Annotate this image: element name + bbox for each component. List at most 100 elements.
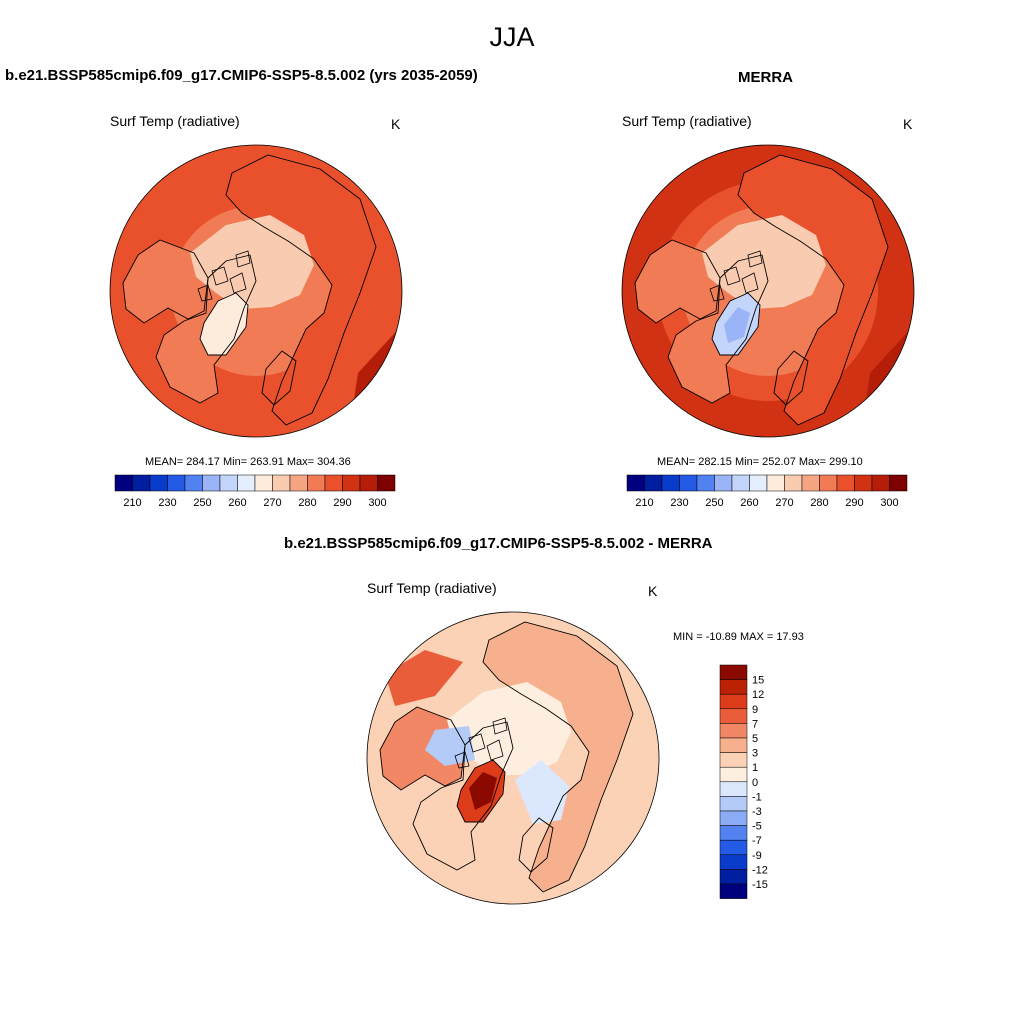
panel3-polar-map: [366, 611, 660, 905]
colorbar-tick-label: 5: [752, 733, 758, 745]
colorbar-swatch: [719, 723, 748, 739]
colorbar-tick-label: 250: [193, 497, 211, 509]
coastline-island: [197, 284, 213, 302]
colorbar-tick-label: -3: [752, 806, 762, 818]
coastline-greenland: [456, 759, 506, 823]
colorbar-swatch: [202, 474, 221, 492]
colorbar-swatch: [719, 679, 748, 695]
panel1-stats: MEAN= 284.17 Min= 263.91 Max= 304.36: [145, 456, 351, 468]
coastline-island: [709, 284, 725, 302]
panel2-title: MERRA: [738, 69, 793, 86]
colorbar-tick-label: 0: [752, 777, 758, 789]
colorbar-tick-label: 15: [752, 675, 764, 687]
colorbar-swatch: [377, 474, 396, 492]
colorbar-swatch: [254, 474, 273, 492]
coastline-scandi: [261, 350, 297, 406]
colorbar-tick-label: 280: [298, 497, 316, 509]
map-boundary: [366, 611, 660, 905]
alaska-field: [380, 707, 465, 790]
colorbar-swatch: [719, 693, 748, 710]
colorbar-swatch: [184, 474, 203, 492]
colorbar-swatch: [719, 796, 748, 812]
colorbar-swatch: [719, 766, 748, 783]
panel3-units-label: K: [648, 583, 658, 599]
coastline-island: [723, 266, 741, 286]
colorbar-swatch: [719, 854, 748, 870]
coastline-eurasia: [737, 154, 889, 426]
warm-anomaly-region: [385, 650, 463, 706]
coastline-greenland: [711, 292, 761, 356]
colorbar-tick-label: 300: [880, 497, 898, 509]
colorbar-swatch: [719, 839, 748, 856]
greenland-field: [200, 293, 248, 355]
coastline-canada: [412, 721, 514, 871]
colorbar-swatch: [719, 737, 748, 753]
coastline-alaska: [122, 239, 209, 324]
colorbar-tick-label: -5: [752, 821, 762, 833]
coastline-eurasia: [482, 621, 634, 893]
panel2-units-label: K: [903, 116, 913, 132]
colorbar-swatch: [784, 474, 803, 492]
colorbar-swatch: [819, 474, 838, 492]
colorbar-tick-label: 9: [752, 704, 758, 716]
colorbar-swatch: [836, 474, 855, 492]
colorbar-swatch: [871, 474, 890, 492]
coastline-island: [747, 250, 763, 268]
coastline-island: [211, 266, 229, 286]
colorbar-swatch: [719, 810, 748, 826]
colorbar-swatch: [167, 474, 186, 492]
panel3-stats: MIN = -10.89 MAX = 17.93: [673, 631, 804, 643]
panel1-variable-label: Surf Temp (radiative): [110, 113, 240, 129]
coastline-island: [468, 733, 486, 753]
colorbar-swatch: [626, 474, 645, 492]
colorbar-tick-label: -12: [752, 864, 768, 876]
colorbar-swatch: [661, 474, 680, 492]
colorbar-swatch: [719, 869, 748, 885]
colorbar-tick-label: 270: [263, 497, 281, 509]
colorbar-swatch: [307, 474, 326, 492]
colorbar-swatch: [719, 825, 748, 841]
alaska-field: [635, 240, 720, 323]
colorbar-tick-label: 230: [158, 497, 176, 509]
colorbar-swatch: [719, 664, 748, 680]
figure-title: JJA: [489, 22, 535, 52]
colorbar-tick-label: 7: [752, 718, 758, 730]
cold-anomaly-region: [425, 726, 475, 766]
coastline-island: [454, 751, 470, 769]
panel1-polar-map: [109, 144, 403, 438]
colorbar-swatch: [219, 474, 238, 492]
colorbar-tick-label: 250: [705, 497, 723, 509]
colorbar-tick-label: 280: [810, 497, 828, 509]
coastline-scandi: [518, 817, 554, 873]
panel1-title: b.e21.BSSP585cmip6.f09_g17.CMIP6-SSP5-8.…: [5, 67, 478, 84]
colorbar-swatch: [289, 474, 308, 492]
panel1-colorbar: 210 230 250 260 270 280 290 300: [114, 474, 396, 509]
colorbar-swatch: [149, 474, 168, 492]
colorbar-swatch: [889, 474, 908, 492]
colorbar-tick-label: -7: [752, 835, 762, 847]
coastline-island: [229, 272, 247, 294]
coastline-alaska: [379, 706, 466, 791]
panel3-variable-label: Surf Temp (radiative): [367, 580, 497, 596]
colorbar-tick-label: 230: [670, 497, 688, 509]
colorbar-tick-label: -9: [752, 850, 762, 862]
coastline-island: [741, 272, 759, 294]
colorbar-tick-label: 290: [845, 497, 863, 509]
cold-anomaly-region: [515, 760, 569, 824]
panel2-polar-map: [621, 144, 915, 438]
panel2-colorbar: 210 230 250 260 270 280 290 300: [626, 474, 908, 509]
alaska-field: [123, 240, 208, 323]
greenland-warm-core: [469, 772, 497, 810]
panel3-title: b.e21.BSSP585cmip6.f09_g17.CMIP6-SSP5-8.…: [284, 535, 713, 552]
colorbar-swatch: [714, 474, 733, 492]
colorbar-swatch: [731, 474, 750, 492]
colorbar-swatch: [719, 883, 748, 899]
colorbar-swatch: [749, 474, 768, 492]
coastline-alaska: [634, 239, 721, 324]
panel2-stats: MEAN= 282.15 Min= 252.07 Max= 299.10: [657, 456, 863, 468]
panel3-colorbar: 15 12 9 7 5 3 1 0 -1 -3 -5 -7 -9 -12 -15: [719, 664, 768, 899]
coastline-greenland: [199, 292, 249, 356]
colorbar-swatch: [359, 474, 378, 492]
colorbar-tick-label: 260: [228, 497, 246, 509]
colorbar-tick-label: 270: [775, 497, 793, 509]
